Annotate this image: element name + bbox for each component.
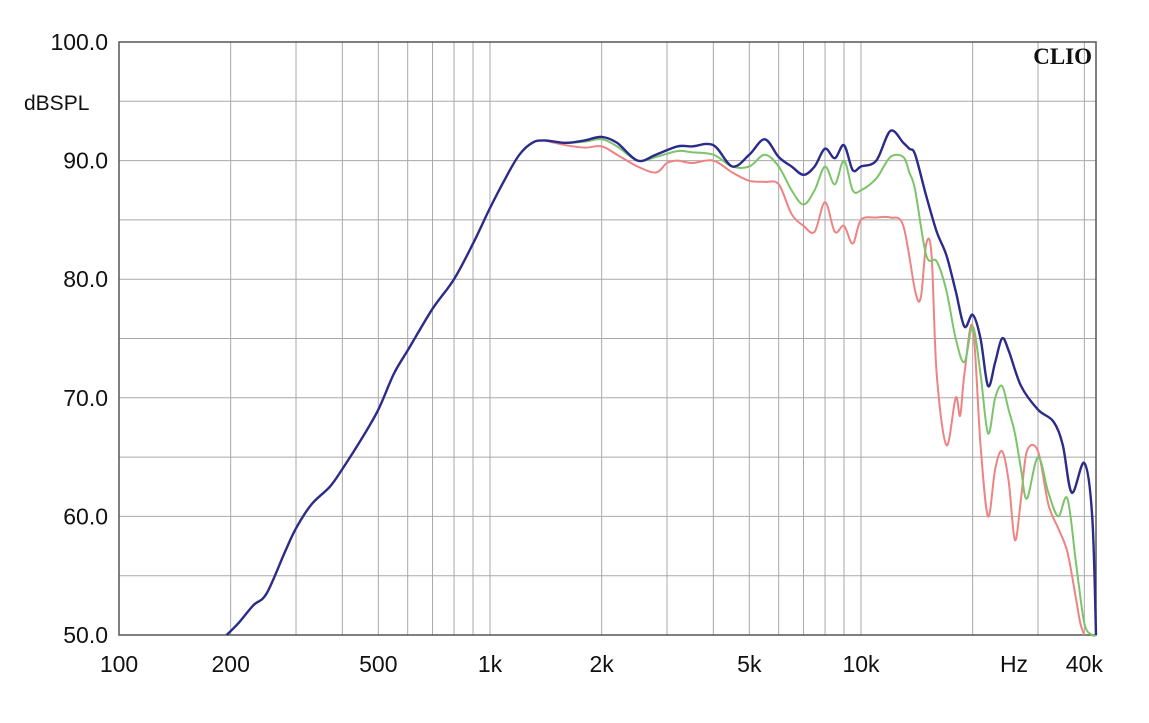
clio-logo-text: CLIO xyxy=(1033,44,1092,69)
x-tick-label: 100 xyxy=(100,651,138,677)
y-tick-label: 100.0 xyxy=(50,29,108,55)
x-tick-label: 200 xyxy=(211,651,249,677)
plot-frame xyxy=(118,41,1097,636)
series-line-red xyxy=(543,139,1086,636)
x-axis-unit-label: Hz xyxy=(1000,651,1028,677)
x-tick-label: 5k xyxy=(737,651,762,677)
y-tick-label: 70.0 xyxy=(63,385,108,411)
x-tick-label: 500 xyxy=(359,651,397,677)
x-tick-labels: 100 200 500 1k 2k 5k 10k 40k xyxy=(100,651,1104,677)
y-tick-label: 90.0 xyxy=(63,148,108,174)
x-tick-label: 40k xyxy=(1066,651,1104,677)
y-tick-label: 80.0 xyxy=(63,266,108,292)
x-tick-label: 10k xyxy=(842,651,880,677)
x-tick-label: 1k xyxy=(478,651,503,677)
series-line-green xyxy=(544,138,1097,637)
y-tick-labels: 50.0 60.0 70.0 80.0 90.0 100.0 xyxy=(50,29,108,648)
y-tick-label: 60.0 xyxy=(63,503,108,529)
x-tick-label: 2k xyxy=(590,651,615,677)
series-line-blue xyxy=(225,129,1098,636)
y-axis-label: dBSPL xyxy=(24,92,89,115)
y-tick-label: 50.0 xyxy=(63,622,108,648)
grid-lines xyxy=(119,42,1096,635)
series-group xyxy=(225,129,1098,637)
